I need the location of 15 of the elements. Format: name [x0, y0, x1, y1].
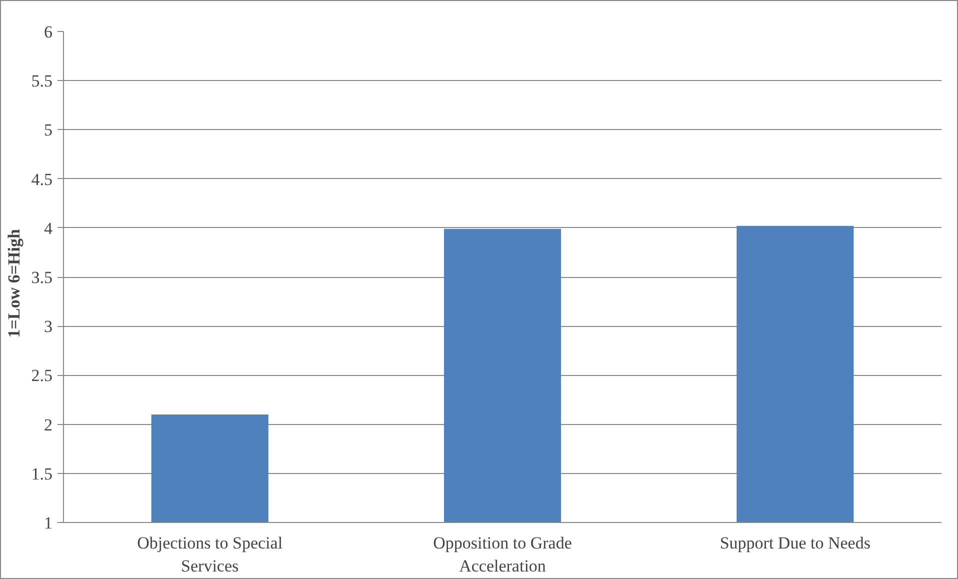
y-tick-label: 5 [44, 120, 52, 140]
y-tick-label: 1.5 [31, 464, 52, 484]
y-tick-label: 6 [44, 22, 52, 42]
x-tick-label: Objections to Special Services [137, 534, 283, 576]
y-tick-label: 3.5 [31, 268, 52, 287]
x-tick-label: Support Due to Needs [720, 534, 870, 552]
y-tick-label: 4.5 [31, 170, 52, 189]
y-tick-label: 2.5 [31, 366, 52, 386]
y-tick-label: 2 [44, 415, 52, 434]
y-tick-label: 5.5 [31, 72, 52, 91]
y-tick-label: 4 [44, 218, 53, 238]
x-tick-label: Opposition to Grade Acceleration [433, 534, 572, 576]
y-tick-label: 1 [44, 514, 52, 532]
y-axis-title: 1=Low 6=High [4, 228, 24, 338]
y-tick-label: 3 [44, 317, 52, 336]
